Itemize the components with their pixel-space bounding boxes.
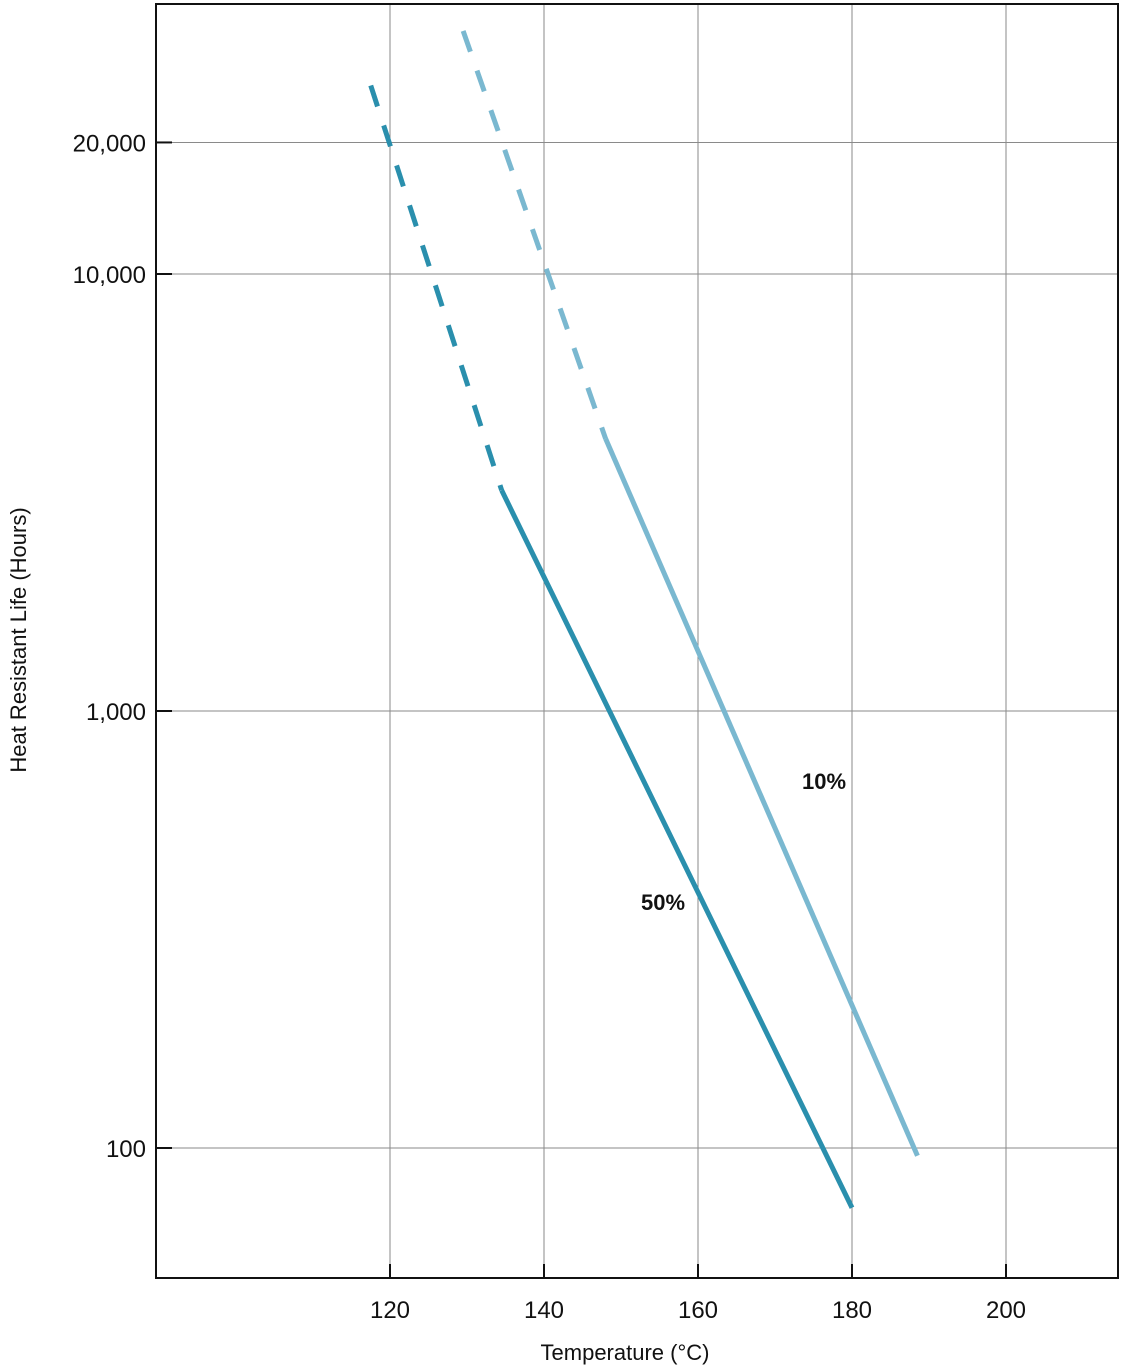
y-tick-labels: 100 1,000 10,000 20,000	[73, 130, 146, 1163]
series-line-solid	[603, 437, 920, 1157]
x-tick-label: 120	[370, 1297, 410, 1324]
y-tick-label: 100	[106, 1136, 146, 1163]
x-tick-label: 140	[524, 1297, 564, 1324]
x-tick-label: 200	[986, 1297, 1026, 1324]
x-axis-label: Temperature (°C)	[541, 1340, 710, 1365]
axis-ticks	[156, 141, 1007, 1278]
series-0	[368, 84, 855, 1209]
plot-frame	[155, 3, 1119, 1279]
grid-lines	[156, 4, 1118, 1278]
y-tick-label: 20,000	[73, 130, 146, 157]
series-labels: 50% 10%	[641, 769, 846, 915]
series-line-dashed	[460, 30, 608, 440]
y-tick-label: 10,000	[73, 262, 146, 289]
series-1	[460, 30, 920, 1157]
y-tick-label: 1,000	[86, 699, 146, 726]
x-tick-label: 180	[832, 1297, 872, 1324]
x-tick-label: 160	[678, 1297, 718, 1324]
series-line-dashed	[368, 84, 505, 492]
x-tick-labels: 120 140 160 180 200	[370, 1297, 1026, 1324]
series-line-solid	[499, 489, 855, 1209]
series-label: 50%	[641, 890, 685, 915]
series-label: 10%	[802, 769, 846, 794]
series-lines	[368, 30, 920, 1209]
y-axis-label: Heat Resistant Life (Hours)	[6, 507, 31, 772]
